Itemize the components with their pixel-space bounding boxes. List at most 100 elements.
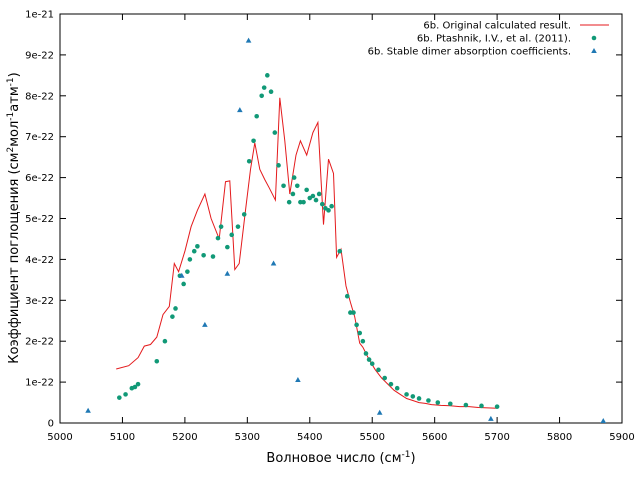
x-tick-label: 5700 bbox=[484, 432, 509, 443]
x-tick-label: 5000 bbox=[47, 432, 72, 443]
y-tick-label: 2e-22 bbox=[25, 337, 54, 348]
data-point bbox=[268, 89, 274, 95]
data-point bbox=[191, 248, 197, 254]
data-point bbox=[286, 199, 292, 205]
plot-area bbox=[59, 13, 623, 424]
data-point bbox=[310, 193, 316, 199]
y-axis: 0 1e-22 2e-22 3e-22 4e-22 5e-22 6e-22 7e-22 8e-2… bbox=[25, 10, 622, 430]
data-point bbox=[173, 306, 178, 311]
data-point bbox=[225, 244, 230, 250]
y-tick-label: 0 bbox=[48, 419, 54, 430]
data-point bbox=[218, 224, 224, 229]
series-circle bbox=[117, 73, 500, 409]
data-point bbox=[354, 322, 359, 328]
data-point bbox=[447, 401, 453, 407]
data-point bbox=[316, 191, 322, 197]
y-tick-label: 1e-22 bbox=[25, 378, 54, 389]
data-point bbox=[202, 321, 208, 327]
data-point bbox=[187, 257, 193, 262]
data-point bbox=[600, 417, 607, 423]
data-point bbox=[201, 253, 206, 258]
legend-label: 6b. Original calculated result. bbox=[423, 21, 571, 32]
data-point bbox=[313, 197, 319, 203]
series-line bbox=[116, 97, 498, 409]
data-point bbox=[344, 293, 350, 299]
data-point bbox=[301, 199, 306, 205]
data-point bbox=[416, 396, 422, 401]
data-point bbox=[366, 357, 372, 362]
data-point bbox=[265, 73, 270, 78]
data-point bbox=[360, 338, 366, 344]
data-point bbox=[426, 398, 431, 403]
data-point bbox=[281, 183, 286, 189]
data-point bbox=[254, 113, 259, 119]
data-point bbox=[181, 281, 186, 287]
data-point bbox=[276, 163, 281, 168]
data-point bbox=[329, 203, 334, 209]
data-point bbox=[215, 235, 221, 241]
x-tick-label: 5100 bbox=[110, 432, 135, 443]
data-point bbox=[326, 208, 331, 213]
y-tick-label: 4e-22 bbox=[25, 255, 54, 266]
data-point bbox=[290, 191, 296, 197]
data-point bbox=[259, 93, 264, 99]
x-tick-label: 5800 bbox=[547, 432, 572, 443]
y-tick-label: 5e-22 bbox=[25, 214, 54, 225]
data-point bbox=[261, 85, 267, 90]
data-point bbox=[224, 270, 231, 276]
data-point bbox=[369, 361, 375, 366]
data-point bbox=[195, 244, 200, 249]
data-point bbox=[291, 175, 297, 180]
y-tick-label: 9e-22 bbox=[25, 50, 54, 61]
data-point bbox=[410, 394, 416, 399]
data-point bbox=[132, 384, 138, 390]
data-point bbox=[178, 272, 185, 278]
data-point bbox=[488, 415, 494, 421]
data-point bbox=[463, 402, 469, 408]
data-point bbox=[295, 377, 301, 383]
data-point bbox=[388, 381, 394, 387]
y-tick-label: 8e-22 bbox=[25, 91, 54, 102]
legend: 6b. Original calculated result. 6b. Ptash… bbox=[368, 21, 609, 58]
y-axis-label: Коэффициент поглощения (см2мол-1атм-1) bbox=[6, 72, 22, 363]
legend-label: 6b. Stable dimer absorption coefficients… bbox=[368, 47, 571, 58]
data-point bbox=[404, 392, 409, 397]
data-point bbox=[394, 385, 400, 391]
y-tick-label: 6e-22 bbox=[25, 173, 54, 184]
data-point bbox=[170, 314, 175, 319]
data-point bbox=[376, 367, 381, 373]
data-point bbox=[154, 358, 160, 364]
data-point bbox=[185, 269, 190, 274]
x-tick-label: 5400 bbox=[297, 432, 322, 443]
data-point bbox=[272, 130, 278, 135]
data-point bbox=[246, 158, 252, 164]
data-point bbox=[382, 375, 388, 381]
data-point bbox=[117, 395, 122, 400]
data-point bbox=[235, 224, 241, 229]
data-point bbox=[123, 392, 128, 397]
data-point bbox=[85, 407, 91, 413]
y-tick-label: 3e-22 bbox=[25, 296, 54, 307]
data-point bbox=[270, 260, 277, 266]
data-point bbox=[245, 37, 252, 43]
data-point bbox=[229, 232, 235, 238]
legend-swatch bbox=[591, 48, 597, 53]
data-point bbox=[135, 381, 141, 387]
data-point bbox=[357, 330, 363, 336]
data-point bbox=[494, 404, 500, 409]
y-tick-label: 1e-21 bbox=[25, 10, 54, 21]
x-axis-label: Волновое число (см-1) bbox=[266, 450, 415, 466]
series-line bbox=[116, 97, 498, 409]
x-tick-label: 5200 bbox=[172, 432, 197, 443]
data-point bbox=[210, 254, 216, 259]
x-axis: 5000 5100 5200 5300 5400 5500 5600 5700 5800 5900 bbox=[47, 14, 635, 443]
data-point bbox=[479, 403, 484, 409]
legend-label: 6b. Ptashnik, I.V., et al. (2011). bbox=[417, 34, 571, 45]
series-triangle bbox=[85, 37, 607, 423]
x-tick-label: 5300 bbox=[235, 432, 260, 443]
data-point bbox=[162, 338, 168, 344]
data-point bbox=[337, 248, 343, 254]
data-point bbox=[435, 400, 441, 405]
data-point bbox=[319, 201, 325, 207]
